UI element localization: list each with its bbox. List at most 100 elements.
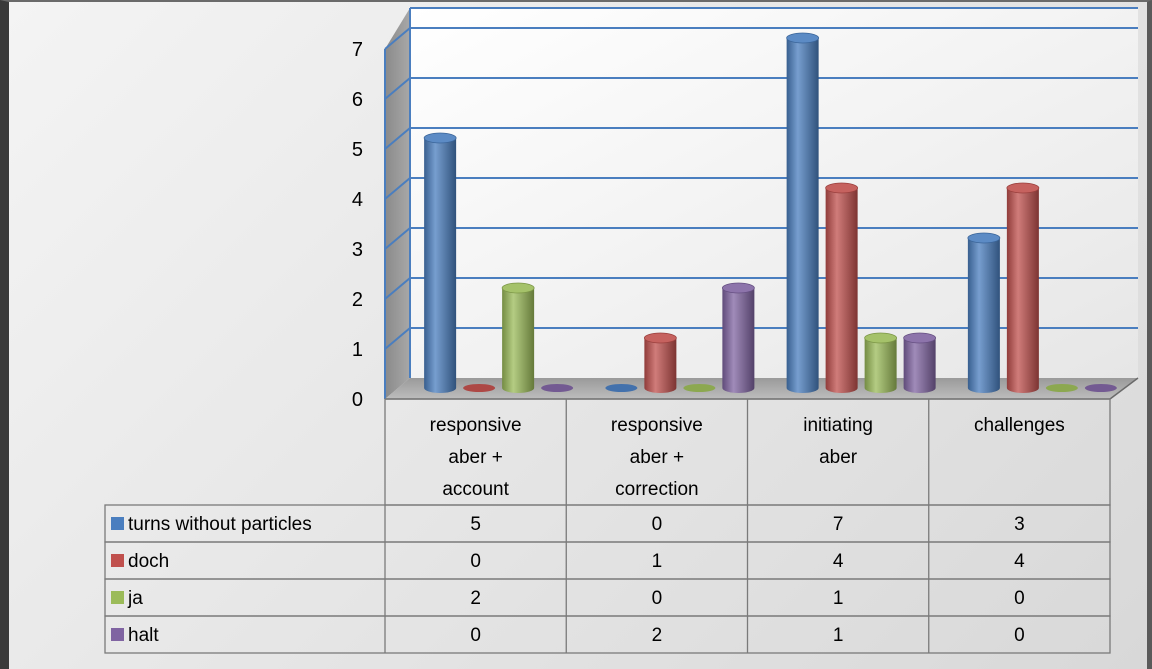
gridline-side [384,327,411,350]
plot-walls [385,8,1138,400]
bar-body [864,338,897,393]
y-tick-label: 6 [352,89,363,111]
bar-turns-without-particles-2 [786,32,820,393]
legend-swatch [111,517,124,530]
y-axis-ticks: 0 1 2 3 4 5 6 7 [352,39,363,411]
table-value: 2 [470,588,481,609]
bar-zero-disc [605,384,638,392]
bar-body [903,338,936,393]
bar-doch-0 [463,384,496,392]
legend-swatch [111,554,124,567]
table-row [104,615,1111,654]
bar-body [644,338,677,393]
table-value: 0 [652,588,663,609]
bar-turns-without-particles-1 [605,384,638,392]
category-label: aber [819,447,858,468]
bar-zero-disc [1084,384,1117,392]
gridline-side [384,27,411,50]
bar-top [1006,182,1040,194]
floor-edge [1109,377,1139,400]
legend-label: ja [127,588,143,609]
bar-top [864,332,898,344]
y-tick-label: 0 [352,389,363,411]
legend-swatch [111,591,124,604]
bar-zero-disc [1045,384,1078,392]
bar-top [721,282,755,294]
bar-zero-disc [541,384,574,392]
legend-swatch [111,628,124,641]
category-label: challenges [974,415,1065,436]
bar-body [424,138,457,393]
table-value: 0 [1014,625,1025,646]
bars [423,32,1117,393]
gridline-side [384,127,411,150]
bar-turns-without-particles-0 [423,132,457,393]
table-value: 0 [652,514,663,535]
gridline-side [384,227,411,250]
category-label: correction [615,479,698,500]
category-label: responsive [430,415,522,436]
y-tick-label: 4 [352,189,363,211]
table-value: 1 [652,551,663,572]
table-row [104,578,1111,617]
y-tick-label: 3 [352,239,363,261]
legend-label: halt [128,625,159,646]
table-value: 2 [652,625,663,646]
bar-zero-disc [463,384,496,392]
bar-top [786,32,820,44]
table-value: 7 [833,514,844,535]
bar-halt-2 [903,332,937,393]
table-value: 0 [470,625,481,646]
bar-halt-1 [721,282,755,393]
side-wall [385,8,410,399]
bar-halt-0 [541,384,574,392]
bar-body [825,188,858,393]
table-value: 4 [1014,551,1025,572]
bar-top [501,282,535,294]
back-wall [410,8,1138,378]
bar-top [423,132,457,144]
y-tick-label: 7 [352,39,363,61]
gridline-side [384,177,411,200]
category-label: aber + [630,447,684,468]
legend-label: doch [128,551,169,572]
category-label: account [442,479,509,500]
bar-zero-disc [683,384,716,392]
y-tick-label: 5 [352,139,363,161]
bar-top [903,332,937,344]
table-value: 1 [833,588,844,609]
floor [385,378,1138,399]
table-row [104,541,1111,580]
bar-ja-2 [864,332,898,393]
table-value: 0 [470,551,481,572]
gridline-side [384,77,411,100]
bar-top [967,232,1001,244]
bar-ja-3 [1045,384,1078,392]
bar-ja-0 [501,282,535,393]
category-label: responsive [611,415,703,436]
table-value: 3 [1014,514,1025,535]
bar-body [967,238,1000,393]
bar-body [1006,188,1039,393]
bar-doch-3 [1006,182,1040,393]
legend-label: turns without particles [128,514,312,535]
bar-body [722,288,755,393]
table-value: 4 [833,551,844,572]
bar-doch-1 [643,332,677,393]
table-value: 1 [833,625,844,646]
category-label: aber + [448,447,502,468]
data-table: responsive aber + account responsive aber + c… [104,398,1111,654]
table-value: 5 [470,514,481,535]
category-label: initiating [803,415,873,436]
bar-body [786,38,819,393]
bar-turns-without-particles-3 [967,232,1001,393]
y-tick-label: 2 [352,289,363,311]
bar-ja-1 [683,384,716,392]
bar-top [643,332,677,344]
bar-halt-3 [1084,384,1117,392]
bar-body [502,288,535,393]
gridline-side [384,277,411,300]
y-tick-label: 1 [352,339,363,361]
